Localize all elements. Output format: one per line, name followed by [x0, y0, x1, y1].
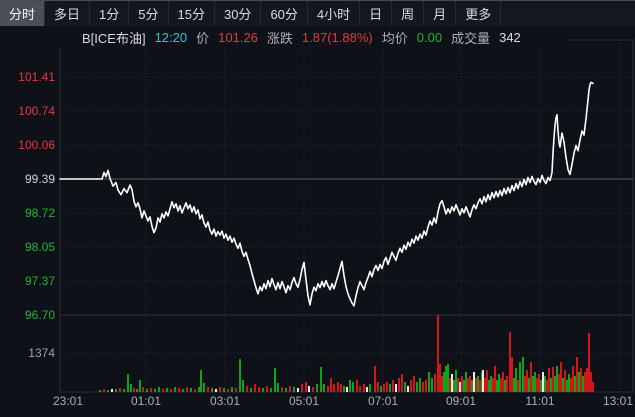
- tab-day[interactable]: 日: [360, 1, 393, 26]
- y-axis-label-97.37: 97.37: [24, 274, 55, 288]
- y-axis-label-98.72: 98.72: [24, 206, 55, 220]
- y-axis-label-98.05: 98.05: [24, 240, 55, 254]
- x-axis-label-09:01: 09:01: [445, 394, 477, 408]
- volume-axis-label: 1374: [28, 346, 55, 360]
- x-axis-label-01:01: 01:01: [130, 394, 162, 408]
- x-axis-label-07:01: 07:01: [367, 394, 399, 408]
- tab-more[interactable]: 更多: [456, 1, 502, 26]
- y-axis-label-99.39: 99.39: [24, 172, 55, 186]
- y-axis-label-100.74: 100.74: [18, 104, 55, 118]
- avg-price-value: 0.00: [416, 30, 443, 45]
- tab-60min[interactable]: 60分: [261, 1, 308, 26]
- quote-infobar: B[ICE布油] 12:20 价 101.26 涨跌 1.87(1.88%) 均…: [0, 27, 568, 48]
- symbol-name: B[ICE布油]: [82, 31, 146, 46]
- tab-15min[interactable]: 15分: [169, 1, 215, 26]
- change-value: 1.87(1.88%): [301, 30, 373, 45]
- tab-fenshi[interactable]: 分时: [0, 1, 46, 26]
- last-price: 101.26: [218, 30, 258, 45]
- quote-time: 12:20: [154, 30, 188, 45]
- tab-30min[interactable]: 30分: [215, 1, 262, 26]
- tab-5min[interactable]: 5分: [129, 1, 169, 26]
- tab-1min[interactable]: 1分: [90, 1, 130, 26]
- tab-4hour[interactable]: 4小时: [308, 1, 361, 26]
- x-axis-label-13:01: 13:01: [602, 394, 633, 408]
- volume-label: 成交量: [451, 31, 491, 46]
- tab-month[interactable]: 月: [424, 1, 457, 26]
- x-axis-label-05:01: 05:01: [288, 394, 320, 408]
- x-axis-label-11:01: 11:01: [525, 394, 555, 408]
- y-axis-label-96.70: 96.70: [24, 308, 55, 322]
- tab-week[interactable]: 周: [392, 1, 425, 26]
- y-axis-label-101.41: 101.41: [18, 70, 55, 84]
- price-label: 价: [196, 31, 210, 46]
- x-axis-label-03:01: 03:01: [209, 394, 241, 408]
- x-axis-label-23:01: 23:01: [52, 394, 84, 408]
- volume-value: 342: [499, 30, 521, 45]
- period-tabbar: 分时 多日 1分 5分 15分 30分 60分 4小时日周月更多: [0, 0, 635, 26]
- avg-price-label: 均价: [381, 31, 408, 46]
- y-axis-label-100.06: 100.06: [18, 138, 55, 152]
- tab-duori[interactable]: 多日: [45, 1, 91, 26]
- change-label: 涨跌: [266, 31, 293, 46]
